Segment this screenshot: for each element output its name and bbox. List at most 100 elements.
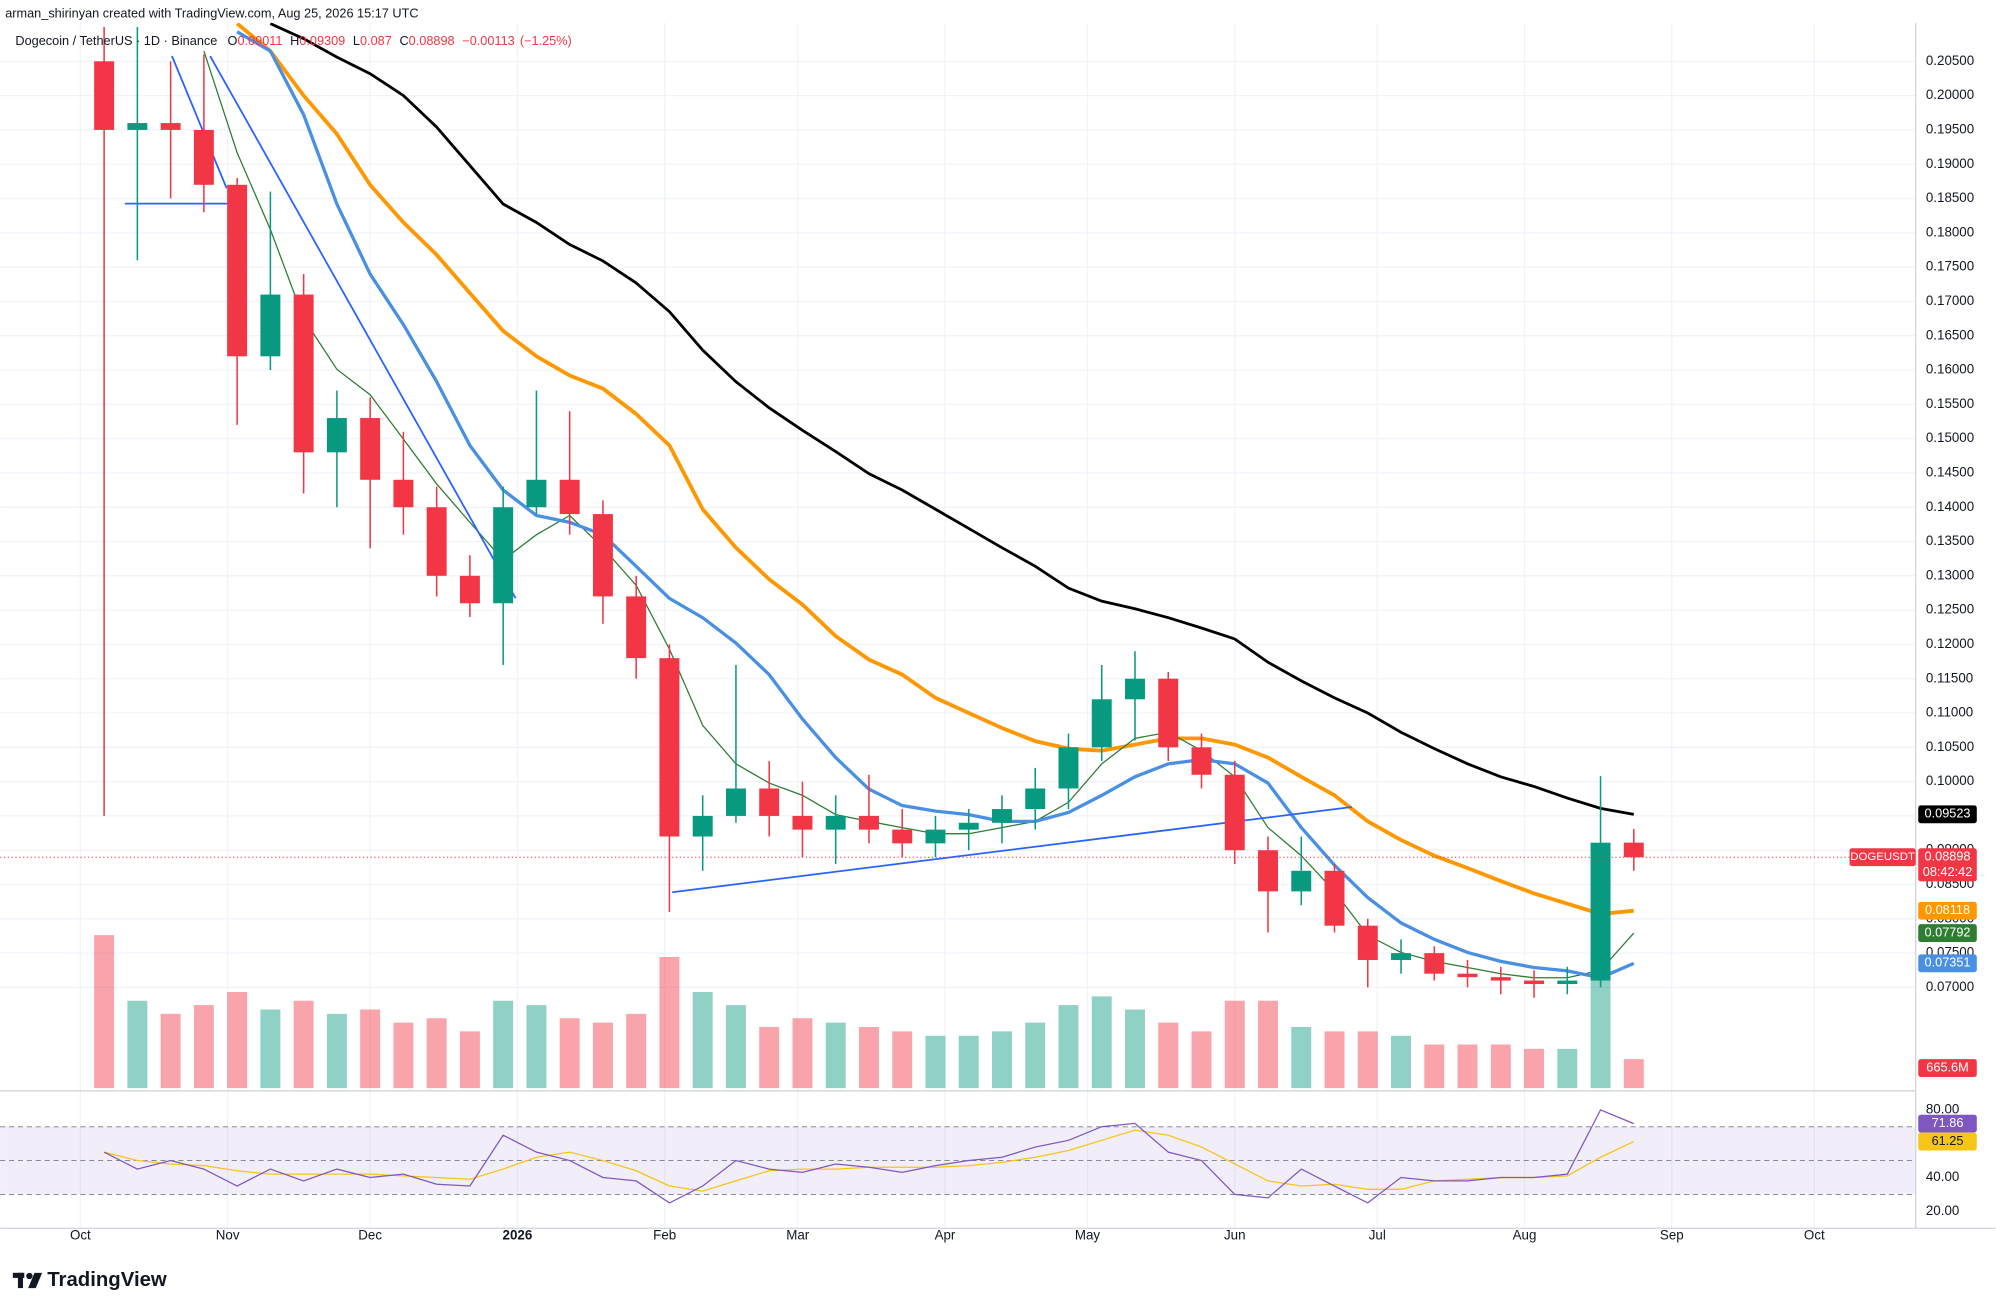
volume-bar <box>925 1035 946 1089</box>
volume-bar <box>1025 1022 1046 1089</box>
candle-body <box>1457 973 1478 978</box>
y-tick-label: 0.12500 <box>1926 602 1974 617</box>
y-tick-label: 0.12000 <box>1926 636 1974 651</box>
volume-bar <box>892 1031 913 1089</box>
y-tick-label: 0.16000 <box>1926 362 1974 377</box>
volume-bar <box>360 1009 381 1089</box>
volume-bar <box>193 1005 214 1089</box>
candle-body <box>692 815 713 837</box>
y-tick-label: 0.10000 <box>1926 773 1974 788</box>
trendline <box>209 55 517 599</box>
candle-body <box>1357 925 1378 960</box>
ohlc-label: C <box>399 33 408 48</box>
candle-body <box>759 788 780 816</box>
y-tick-label: 0.20000 <box>1926 87 1974 102</box>
volume-bar <box>692 992 713 1089</box>
volume-bar <box>459 1031 480 1089</box>
price-badge <box>1918 901 1977 920</box>
symbol-badge-label: DOGEUSDT <box>1850 851 1915 863</box>
candle-body <box>1125 678 1145 700</box>
candle-body <box>1590 842 1611 981</box>
x-tick-label: May <box>1075 1227 1101 1242</box>
rsi-line <box>103 1109 1635 1204</box>
candle-body <box>1490 977 1511 981</box>
brand: TradingView <box>47 1269 167 1291</box>
candle-body <box>1424 953 1445 974</box>
rsi-tick-label: 20.00 <box>1926 1203 1959 1218</box>
candle-body <box>360 418 381 480</box>
volume-bar <box>393 1022 414 1089</box>
x-tick-label: Dec <box>358 1227 382 1242</box>
volume-bar <box>759 1027 780 1089</box>
price-badge-label: 0.08898 <box>1925 849 1971 864</box>
volume-bar <box>1324 1031 1345 1089</box>
volume-bar <box>792 1018 813 1089</box>
volume-bar <box>825 1022 846 1089</box>
moving-average <box>269 22 1635 816</box>
price-badge <box>1918 954 1977 973</box>
rsi-tick-label: 80.00 <box>1926 1101 1959 1116</box>
ohlc-label: O <box>228 33 238 48</box>
price-badge <box>1918 1132 1977 1151</box>
candle-body <box>1158 678 1179 748</box>
volume-bar <box>1490 1044 1511 1089</box>
price-badge-label: 0.08118 <box>1925 902 1970 917</box>
y-tick-label: 0.13500 <box>1926 533 1974 548</box>
volume-bar <box>526 1005 547 1089</box>
candle-body <box>459 575 480 604</box>
y-tick-label: 0.13000 <box>1926 567 1974 582</box>
volume-bar <box>1058 1005 1079 1089</box>
volume-bar <box>160 1013 181 1089</box>
volume-bar <box>659 956 680 1089</box>
candle-body <box>260 294 281 357</box>
candle-body <box>559 479 580 515</box>
price-badge <box>1918 848 1977 882</box>
x-tick-label: Mar <box>786 1227 810 1242</box>
candle-body <box>227 184 248 357</box>
y-tick-label: 0.18500 <box>1926 190 1974 205</box>
change-pct: (−1.25%) <box>520 33 572 48</box>
candle-body <box>1557 980 1578 984</box>
x-tick-label: Oct <box>70 1227 91 1242</box>
trendline <box>171 55 228 189</box>
ohlc-value: 0.08898 <box>409 33 455 48</box>
candle-body <box>393 479 414 508</box>
candle-body <box>659 658 680 837</box>
volume-bar <box>1291 1027 1312 1089</box>
moving-average <box>235 22 1634 916</box>
y-tick-label: 0.10500 <box>1926 739 1974 754</box>
y-tick-label: 0.15000 <box>1926 430 1974 445</box>
candle-body <box>493 507 514 604</box>
price-badge <box>1918 1114 1977 1133</box>
change: −0.00113 <box>462 33 514 48</box>
candle-body <box>1291 870 1312 892</box>
y-tick-label: 0.18000 <box>1926 224 1974 239</box>
candle-body <box>94 61 115 130</box>
header: arman_shirinyan created with TradingView… <box>5 5 418 20</box>
candle-body <box>1391 953 1412 960</box>
volume-bar <box>958 1035 979 1089</box>
price-badge-label: 0.07351 <box>1925 955 1971 970</box>
logo-mark <box>26 1272 33 1280</box>
x-tick-label: Aug <box>1513 1227 1537 1242</box>
legend: Dogecoin / TetherUS · 1D · Binance O0.090… <box>15 33 571 48</box>
candle-body <box>1191 747 1212 775</box>
moving-average <box>236 30 1635 980</box>
volume-bar <box>626 1013 647 1089</box>
candle-body <box>1091 699 1112 748</box>
y-tick-label: 0.20500 <box>1926 53 1974 68</box>
y-tick-label: 0.17500 <box>1926 259 1974 274</box>
volume-bar <box>1590 978 1611 1089</box>
volume-bar <box>127 1000 148 1089</box>
candle-body <box>1524 980 1545 984</box>
candle-body <box>892 829 913 844</box>
y-tick-label: 0.15500 <box>1926 396 1974 411</box>
y-tick-label: 0.19000 <box>1926 156 1974 171</box>
volume-bar <box>426 1018 447 1089</box>
logo: TradingView <box>12 1269 167 1291</box>
legend-title: Dogecoin / TetherUS · 1D · Binance <box>15 33 217 48</box>
ohlc-label: L <box>353 33 360 48</box>
